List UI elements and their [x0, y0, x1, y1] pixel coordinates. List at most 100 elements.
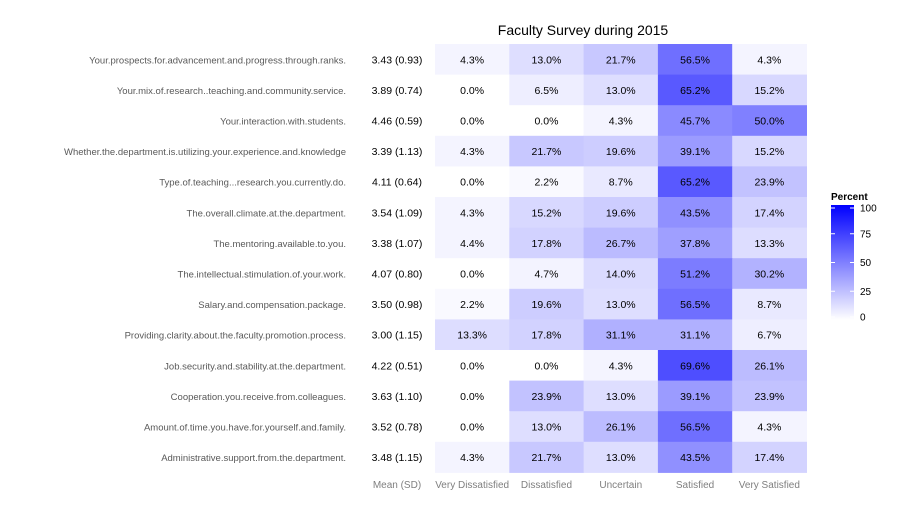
cell-value-label: 0.0% [534, 116, 558, 128]
cell-value-label: 69.6% [680, 360, 710, 372]
cell-value-label: 0.0% [460, 269, 484, 281]
heatmap-cell [732, 197, 807, 229]
cell-value-label: 4.3% [460, 452, 484, 464]
legend-title: Percent [831, 192, 868, 203]
cell-value-label: 37.8% [680, 238, 710, 250]
mean-sd-label: 4.07 (0.80) [372, 269, 423, 281]
mean-sd-label: 3.52 (0.78) [372, 422, 423, 434]
heatmap-cell [435, 135, 510, 167]
heatmap-cell [509, 105, 585, 137]
cell-value-label: 13.3% [457, 330, 487, 342]
cell-value-label: 4.3% [609, 116, 633, 128]
heatmap-cell [583, 197, 659, 229]
heatmap-cell [583, 227, 659, 259]
heatmap-cell [583, 319, 659, 351]
legend-tick-label: 0 [860, 313, 866, 324]
heatmap-cell [657, 350, 733, 382]
heatmap-cell [509, 197, 585, 229]
cell-value-label: 56.5% [680, 299, 710, 311]
mean-sd-label: 4.11 (0.64) [372, 177, 422, 189]
heatmap-cell [435, 258, 510, 290]
heatmap-cell [657, 135, 733, 167]
heatmap-cell [509, 227, 585, 259]
heatmap-cell [657, 227, 733, 259]
heatmap-cell [732, 288, 807, 320]
row-label: Providing.clarity.about.the.faculty.prom… [125, 331, 346, 342]
cell-value-label: 17.4% [754, 452, 784, 464]
heatmap-cell [583, 258, 659, 290]
cell-value-label: 13.0% [606, 299, 636, 311]
heatmap-cell [509, 319, 585, 351]
mean-sd-label: 3.39 (1.13) [372, 146, 423, 158]
cell-value-label: 56.5% [680, 54, 710, 66]
cell-value-label: 19.6% [606, 207, 636, 219]
legend-colorbar [831, 205, 854, 320]
heatmap-cell [657, 44, 733, 76]
heatmap-cell [435, 441, 510, 473]
row-label: The.overall.climate.at.the.department. [187, 208, 346, 219]
cell-value-label: 0.0% [460, 177, 484, 189]
cell-value-label: 23.9% [754, 177, 784, 189]
cell-value-label: 15.2% [532, 207, 562, 219]
cell-value-label: 30.2% [754, 269, 784, 281]
cell-value-label: 4.3% [460, 207, 484, 219]
heatmap-cell [509, 380, 585, 412]
cell-value-label: 21.7% [532, 452, 562, 464]
cell-value-label: 65.2% [680, 85, 710, 97]
cell-value-label: 4.4% [460, 238, 484, 250]
cell-value-label: 15.2% [754, 146, 784, 158]
cell-value-label: 65.2% [680, 177, 710, 189]
cell-value-label: 13.3% [754, 238, 784, 250]
row-label: Your.interaction.with.students. [220, 117, 346, 128]
heatmap-cell [583, 105, 659, 137]
heatmap-cell [435, 197, 510, 229]
heatmap-cell [732, 74, 807, 106]
heatmap-cell [509, 44, 585, 76]
mean-sd-label: 3.54 (1.09) [372, 207, 423, 219]
cell-value-label: 19.6% [606, 146, 636, 158]
heatmap-cell [435, 411, 510, 443]
cell-value-label: 4.3% [757, 422, 781, 434]
column-label: Satisfied [676, 480, 714, 491]
heatmap-cell [583, 74, 659, 106]
row-label: The.intellectual.stimulation.of.your.wor… [178, 270, 346, 281]
cell-value-label: 23.9% [754, 391, 784, 403]
column-label: Uncertain [599, 480, 642, 491]
heatmap-cell [509, 288, 585, 320]
cell-value-label: 15.2% [754, 85, 784, 97]
heatmap-cell [657, 441, 733, 473]
cell-value-label: 17.4% [754, 207, 784, 219]
cell-value-label: 0.0% [460, 422, 484, 434]
heatmap-cell [435, 227, 510, 259]
cell-value-label: 6.5% [534, 85, 558, 97]
column-label: Dissatisfied [521, 480, 572, 491]
heatmap-cells [435, 44, 807, 473]
heatmap-cell [732, 227, 807, 259]
heatmap-cell [583, 411, 659, 443]
mean-sd-label: 3.43 (0.93) [372, 54, 423, 66]
heatmap-cell [732, 258, 807, 290]
heatmap-cell [509, 411, 585, 443]
cell-value-label: 14.0% [606, 269, 636, 281]
mean-sd-label: 3.89 (0.74) [372, 85, 423, 97]
heatmap-cell [732, 44, 807, 76]
legend-tick-label: 25 [860, 287, 872, 298]
row-label: Job.security.and.stability.at.the.depart… [164, 361, 346, 372]
heatmap-cell [435, 166, 510, 198]
cell-value-label: 21.7% [606, 54, 636, 66]
mean-sd-label: 3.48 (1.15) [372, 452, 423, 464]
heatmap-cell [657, 380, 733, 412]
heatmap-cell [732, 380, 807, 412]
column-label: Very Dissatisfied [435, 480, 509, 491]
mean-sd-label: 3.00 (1.15) [372, 330, 423, 342]
cell-value-label: 0.0% [460, 85, 484, 97]
cell-value-label: 39.1% [680, 391, 710, 403]
legend-tick-label: 75 [860, 229, 872, 240]
mean-sd-label: 3.63 (1.10) [372, 391, 423, 403]
column-label: Very Satisfied [739, 480, 800, 491]
cell-value-label: 0.0% [534, 360, 558, 372]
heatmap-cell [435, 105, 510, 137]
cell-value-label: 26.1% [754, 360, 784, 372]
cell-value-label: 13.0% [532, 54, 562, 66]
